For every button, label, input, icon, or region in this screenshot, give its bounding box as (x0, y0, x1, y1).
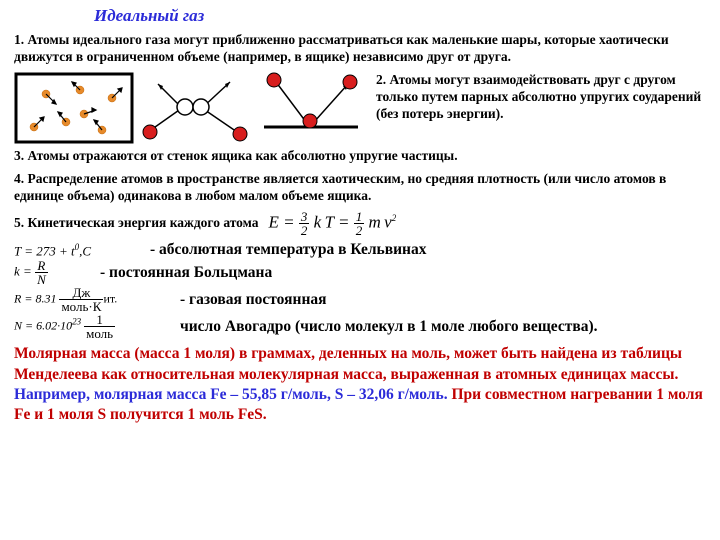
postulate-2: 2. Атомы могут взаимодействовать друг с … (372, 72, 706, 123)
definition-avogadro: число Авогадро (число молекул в 1 моле л… (180, 318, 598, 336)
postulate-4: 4. Распределение атомов в пространстве я… (14, 171, 706, 205)
diagram-box-atoms (14, 72, 134, 144)
formula-temperature: T = 273 + t0,C (14, 242, 144, 259)
postulate-3: 3. Атомы отражаются от стенок ящика как … (14, 148, 706, 165)
postulate-1: 1. Атомы идеального газа могут приближен… (14, 32, 706, 66)
formula-gas-constant: R = 8.31 Джмоль·Кит. (14, 286, 174, 313)
molar-part2: Например, молярная масса Fe – 55,85 г/мо… (14, 386, 451, 403)
diagram-wall-bounce (256, 72, 366, 144)
diagram-collision (140, 72, 250, 144)
definition-gas-constant: - газовая постоянная (180, 291, 327, 309)
formula-kinetic-energy: E = 32 k T = 12 m v2 (269, 210, 397, 237)
definition-temperature: - абсолютная температура в Кельвинах (150, 241, 427, 259)
formula-avogadro: N = 6.02·1023 1моль (14, 313, 174, 340)
postulate-5-label: 5. Кинетическая энергия каждого атома (14, 215, 259, 232)
molar-part1: Молярная масса (масса 1 моля) в граммах,… (14, 345, 682, 382)
diagram-row: 2. Атомы могут взаимодействовать друг с … (14, 72, 706, 144)
formula-boltzmann: k = RN (14, 259, 94, 286)
definition-boltzmann: - постоянная Больцмана (100, 264, 272, 282)
page-title: Идеальный газ (94, 6, 706, 26)
molar-mass-paragraph: Молярная масса (масса 1 моля) в граммах,… (14, 344, 706, 425)
